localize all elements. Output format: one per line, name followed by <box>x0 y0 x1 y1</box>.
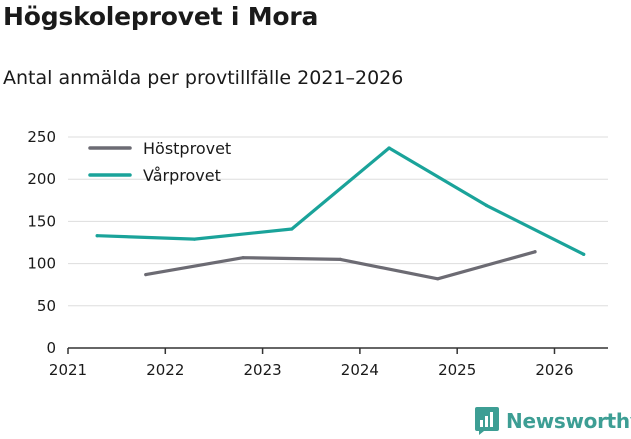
data-point <box>484 203 488 207</box>
data-point <box>290 227 294 231</box>
brand: Newsworthy <box>474 405 631 437</box>
data-point <box>95 234 99 238</box>
data-point <box>582 252 586 256</box>
series-line-varprovet <box>95 146 586 256</box>
y-tick-label: 50 <box>37 297 56 315</box>
y-tick-label: 100 <box>27 255 56 273</box>
x-tick-label: 2026 <box>535 361 573 379</box>
y-tick-label: 200 <box>27 170 56 188</box>
data-point <box>338 257 343 261</box>
grid-lines <box>68 136 608 307</box>
x-tick-label: 2021 <box>49 361 87 379</box>
data-point <box>387 146 391 150</box>
data-point <box>144 272 148 277</box>
data-point <box>533 250 537 254</box>
chart-subtitle: Antal anmälda per provtillfälle 2021–202… <box>3 67 404 89</box>
legend-label: Höstprovet <box>143 139 231 158</box>
series-lines <box>95 146 586 281</box>
data-point <box>192 237 197 241</box>
legend: Höstprovet Vårprovet <box>88 139 231 185</box>
data-point <box>436 277 440 281</box>
brand-name: Newsworthy <box>506 409 631 433</box>
series-line-hostprovet <box>144 250 537 281</box>
y-tick-label: 0 <box>46 339 56 357</box>
x-tick-label: 2025 <box>438 361 476 379</box>
y-tick-label: 250 <box>27 128 56 146</box>
legend-label: Vårprovet <box>143 166 221 185</box>
x-tick-label: 2023 <box>244 361 282 379</box>
x-tick-label: 2024 <box>341 361 379 379</box>
chart-title: Högskoleprovet i Mora <box>3 2 319 31</box>
axes: 0 50 100 150 200 250 2021 2022 2023 2024 2025 2026 <box>27 128 608 379</box>
y-tick-label: 150 <box>27 212 56 230</box>
newsworthy-logo-icon <box>475 407 499 435</box>
data-point <box>241 256 245 260</box>
x-tick-label: 2022 <box>146 361 184 379</box>
